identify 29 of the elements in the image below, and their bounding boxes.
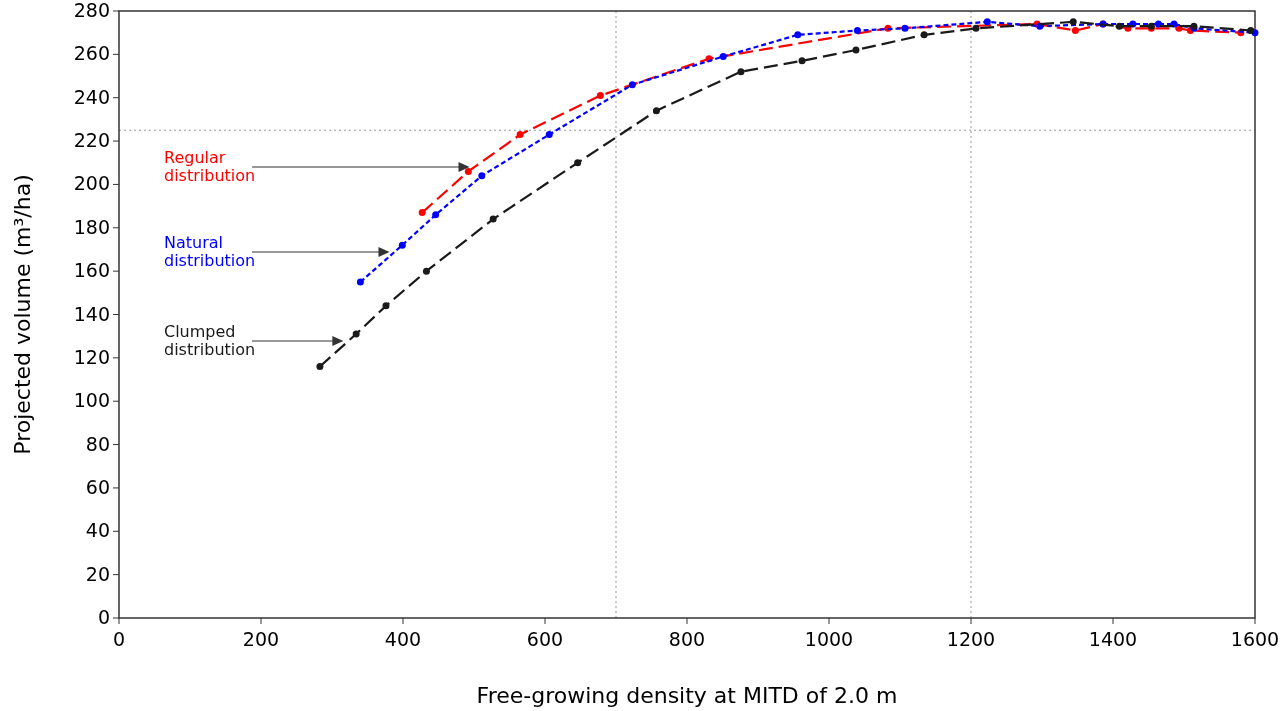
x-tick-label: 0 — [112, 628, 126, 650]
annotation: Natural distribution — [164, 233, 256, 270]
y-tick-label: 60 — [85, 475, 110, 498]
x-axis-title: Free-growing density at MITD of 2.0 m — [476, 683, 898, 708]
y-tick-label: 280 — [73, 0, 110, 21]
y-tick-label: 160 — [73, 259, 110, 282]
y-tick-label: 120 — [73, 345, 110, 368]
x-tick-label: 1600 — [1230, 628, 1280, 650]
annotation: Regular distribution — [164, 148, 256, 185]
y-tick-label: 80 — [85, 432, 110, 455]
x-tick-label: 800 — [668, 628, 706, 650]
y-tick-label: 20 — [85, 562, 110, 585]
y-axis-title: Projected volume (m³/ha) — [10, 174, 35, 455]
annotation: Clumped distribution — [164, 322, 256, 359]
y-tick-label: 180 — [73, 215, 110, 238]
y-tick-label: 260 — [73, 42, 110, 65]
y-tick-label: 100 — [73, 389, 110, 412]
y-tick-label: 200 — [73, 172, 110, 195]
x-tick-label: 600 — [526, 628, 564, 650]
y-tick-label: 240 — [73, 85, 110, 108]
y-tick-label: 40 — [85, 519, 110, 542]
x-tick-label: 1000 — [804, 628, 854, 650]
y-tick-label: 220 — [73, 129, 110, 152]
x-tick-label: 1200 — [946, 628, 996, 650]
x-tick-label: 200 — [242, 628, 280, 650]
y-tick-label: 0 — [97, 606, 110, 628]
x-tick-label: 1400 — [1088, 628, 1138, 650]
y-tick-label: 140 — [73, 302, 110, 325]
x-tick-label: 400 — [384, 628, 422, 650]
